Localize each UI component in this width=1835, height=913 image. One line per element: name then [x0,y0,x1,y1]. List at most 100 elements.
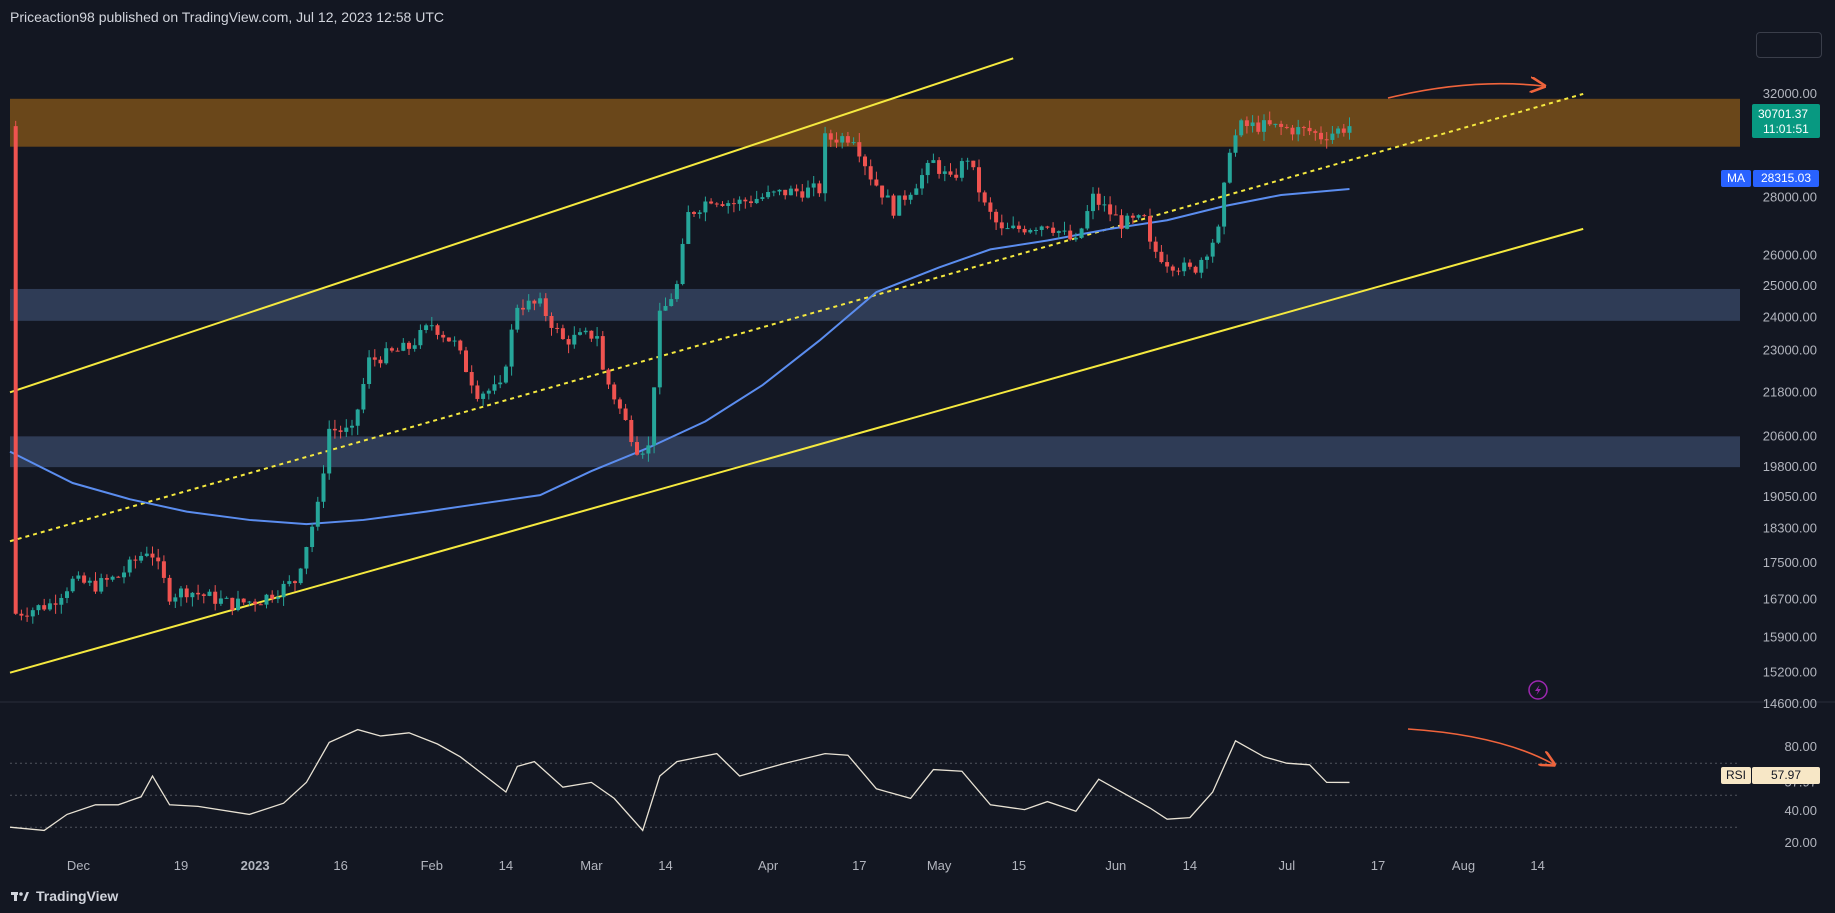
candle [42,605,47,610]
candle [1068,230,1073,240]
candle [481,393,486,399]
candle [1313,131,1318,133]
candle [982,192,987,203]
candle [384,348,389,364]
y-tick-label: 18300.00 [1763,520,1817,535]
channel-middle-line [9,92,1584,543]
x-tick-label: 14 [658,858,672,873]
candle [475,385,480,399]
y-tick-label: 23000.00 [1763,343,1817,358]
candle [526,300,531,310]
chart-settings-button[interactable] [1756,32,1822,58]
candle [304,547,309,569]
candle [230,597,235,611]
y-tick-label: 28000.00 [1763,190,1817,205]
candle [1187,262,1192,267]
candle [1051,227,1056,233]
candle [196,592,201,595]
candle [663,306,668,311]
candle [213,591,218,604]
candle [1005,228,1010,230]
y-tick-label: 15900.00 [1763,630,1817,645]
candle [1113,214,1118,216]
candle [144,553,149,556]
candle [19,613,24,616]
candle [281,583,286,598]
x-tick-label: Mar [580,858,603,873]
candle [150,553,155,558]
candle [902,195,907,200]
candle [486,390,491,394]
candle [1290,127,1295,135]
candle [549,316,554,328]
candle [555,327,560,329]
candle [47,603,52,610]
tradingview-logo[interactable]: TradingView [10,886,118,906]
candle [361,384,366,410]
x-tick-label: 14 [1183,858,1197,873]
candle [218,598,223,604]
candle [1016,225,1021,229]
lightning-icon[interactable] [1528,680,1548,700]
candle [1336,128,1341,134]
candle [942,171,947,174]
y-tick-label: 19800.00 [1763,459,1817,474]
x-tick-label: 2023 [241,858,270,873]
candle [578,332,582,335]
x-tick-label: Aug [1452,858,1475,873]
candle [184,588,189,598]
candle [1170,266,1175,271]
candle [99,578,104,592]
y-tick-label: 14600.00 [1763,696,1817,711]
candle [1267,120,1272,125]
candle [737,199,742,204]
candle [1262,120,1266,132]
candle [560,328,565,340]
candle [93,580,98,592]
candle [840,136,845,143]
candle [1347,126,1352,133]
candle [857,142,862,157]
candle [1011,225,1016,229]
x-tick-label: 15 [1012,858,1026,873]
candle [87,580,92,583]
candle [116,576,121,578]
candle [794,188,799,192]
candle [720,204,725,206]
candle [1148,216,1152,242]
candle [612,384,617,400]
candle [36,605,41,611]
candle [823,133,828,194]
candle [76,575,81,579]
candle [509,329,514,367]
candle [173,597,178,602]
candle [532,300,537,304]
candle [287,581,292,584]
candle [521,307,525,310]
candle [503,366,508,383]
y-tick-label: 24000.00 [1763,310,1817,325]
candle [977,167,981,193]
candle [270,594,275,599]
candle [714,203,719,205]
rsi-line [9,728,1350,832]
candle [201,594,206,596]
candle [766,191,771,198]
ma-legend-label: MA [1721,170,1751,187]
candle [1028,229,1033,233]
candle [264,594,269,605]
candle [851,142,856,144]
candle [412,345,417,349]
x-tick-label: 19 [174,858,188,873]
candle [617,399,622,409]
candle [378,359,383,364]
candle [868,166,873,180]
candle [241,598,246,603]
x-tick-label: 17 [852,858,866,873]
candle [817,183,822,194]
candle [1136,215,1141,218]
candle [424,325,429,331]
candle [70,578,75,592]
tradingview-brand: TradingView [36,888,119,904]
